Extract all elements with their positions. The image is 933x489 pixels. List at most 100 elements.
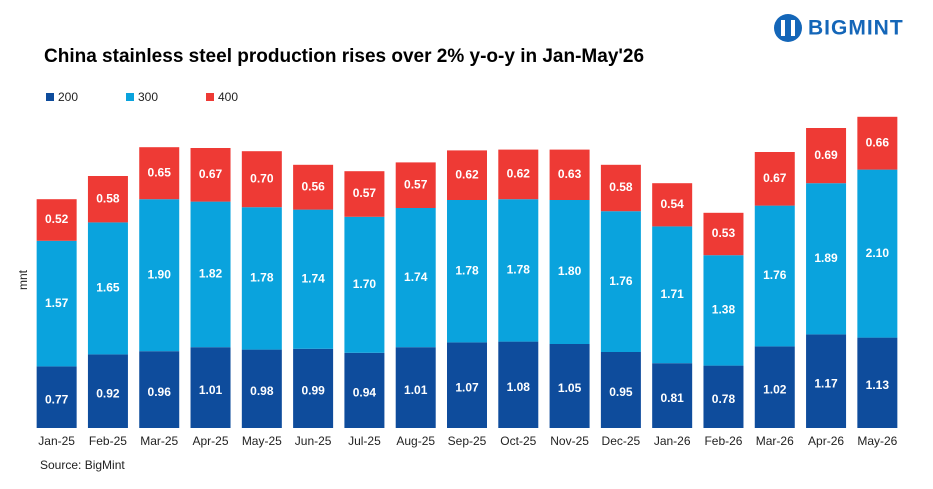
bar-segment [87,222,128,355]
value-label: 1.65 [96,281,120,295]
x-tick-label: Oct-25 [500,434,536,448]
x-tick-label: Nov-25 [550,434,589,448]
value-label: 0.69 [814,148,838,162]
x-tick-label: Jan-26 [654,434,691,448]
bar-segment [754,205,795,347]
bar-segment [293,209,334,349]
bar-segment [190,347,231,428]
value-label: 0.67 [763,171,787,185]
bar-segment [447,342,487,428]
legend-label: 300 [138,90,158,104]
x-tick-label: Jun-25 [295,434,332,448]
legend-swatch [206,93,214,101]
value-label: 1.82 [199,267,223,281]
bar-segment [241,349,282,428]
x-tick-label: Mar-26 [756,434,794,448]
bar-segment [857,169,898,338]
value-label: 0.54 [660,197,684,211]
bar-segment [600,352,641,428]
bar-segment [703,365,744,428]
bar-segment [344,216,385,353]
bar-segment [241,151,282,208]
x-tick-label: Apr-26 [808,434,844,448]
bar-segment [652,183,693,227]
x-tick-label: Mar-25 [140,434,178,448]
value-label: 0.53 [712,226,736,240]
value-label: 1.17 [814,376,838,390]
logo-icon-part [781,20,785,36]
value-label: 0.81 [660,391,684,405]
value-label: 1.89 [814,251,838,265]
value-label: 0.66 [866,135,890,149]
value-label: 0.70 [250,171,274,185]
bar-segment [549,149,590,200]
value-label: 0.94 [353,386,377,400]
value-label: 1.01 [404,383,428,397]
bar-segment [498,341,539,428]
bar-segment [652,363,693,428]
bar-segment [139,199,180,352]
bar-segment [36,199,77,241]
bar-segment [344,352,385,428]
value-label: 0.57 [353,186,377,200]
value-label: 1.38 [712,303,736,317]
x-tick-label: Jul-25 [348,434,381,448]
legend-label: 200 [58,90,78,104]
bar-segment [549,344,590,428]
x-tick-label: Apr-25 [193,434,229,448]
value-label: 0.95 [609,385,633,399]
value-label: 0.52 [45,212,69,226]
value-label: 0.57 [404,177,428,191]
value-label: 0.56 [301,179,325,193]
value-label: 1.90 [148,267,172,281]
value-label: 1.08 [507,380,531,394]
value-label: 1.07 [455,380,479,394]
logo-icon-part [791,20,795,36]
bar-segment [857,116,898,170]
bar-segment [395,347,436,428]
value-label: 1.71 [660,287,684,301]
logo: BIGMINT [774,14,903,42]
bar-segment [87,354,128,428]
source: Source: BigMint [40,458,125,472]
x-tick-label: Jan-25 [38,434,75,448]
x-tick-label: May-25 [242,434,282,448]
bar-segment [806,183,847,335]
value-label: 1.78 [455,263,479,277]
bar-segment [447,200,487,343]
value-label: 0.78 [712,392,736,406]
value-label: 1.80 [558,264,582,278]
bar-segment [806,334,847,428]
value-label: 1.05 [558,381,582,395]
value-label: 1.02 [763,382,787,396]
value-label: 0.63 [558,167,582,181]
bar-segment [190,148,231,202]
value-label: 1.76 [763,268,787,282]
logo-icon [774,14,802,42]
bar-segment [36,240,77,367]
bar-segment [703,255,744,366]
value-label: 1.70 [353,277,377,291]
legend-swatch [126,93,134,101]
x-tick-label: Feb-26 [704,434,742,448]
bar-segment [754,152,795,206]
bar-segment [395,208,436,348]
value-label: 1.57 [45,296,69,310]
value-label: 1.74 [404,270,428,284]
bar-segment [600,211,641,352]
bar-segment [447,150,487,200]
bar-segment [139,147,180,200]
value-label: 0.65 [148,165,172,179]
bar-segment [293,348,334,428]
bar-segment [36,366,77,428]
value-label: 1.78 [507,263,531,277]
value-label: 0.62 [507,167,531,181]
bar-segment [600,164,641,212]
bar-segment [703,212,744,256]
bar-segment [190,201,231,348]
bar-segment [652,226,693,364]
value-label: 0.98 [250,384,274,398]
x-tick-label: May-26 [857,434,897,448]
legend-swatch [46,93,54,101]
